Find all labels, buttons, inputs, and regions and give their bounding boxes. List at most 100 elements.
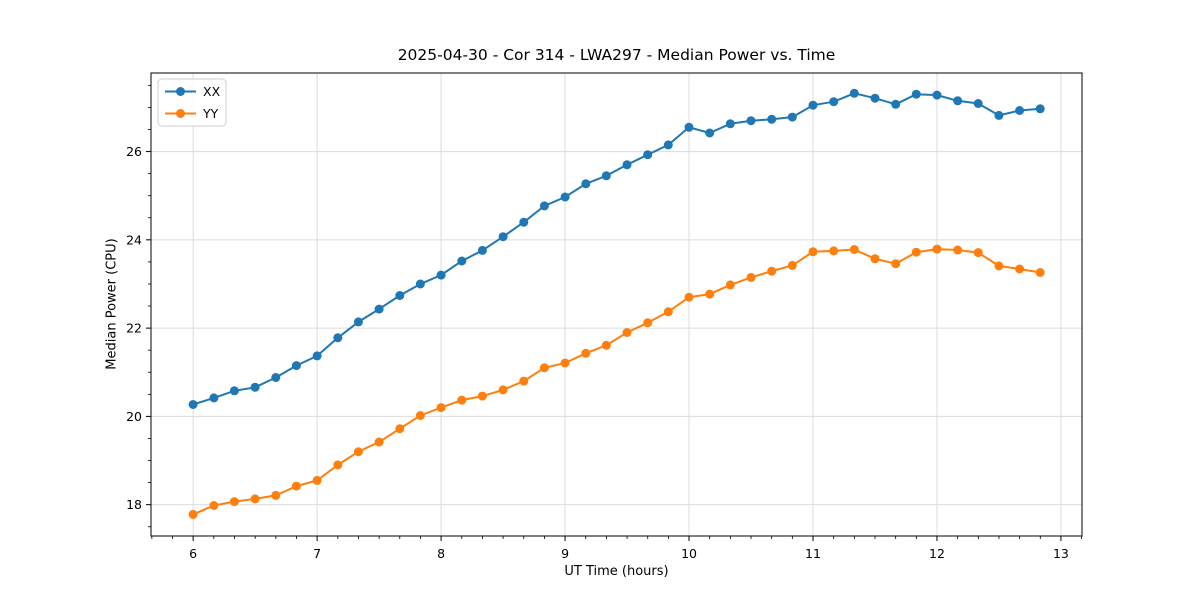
data-point-XX xyxy=(374,304,384,314)
data-point-XX xyxy=(911,89,921,99)
data-point-XX xyxy=(457,256,467,266)
data-point-YY xyxy=(829,246,839,256)
data-point-XX xyxy=(209,393,219,403)
data-point-XX xyxy=(705,128,715,138)
data-point-YY xyxy=(911,247,921,257)
x-tick-label: 6 xyxy=(189,546,197,561)
data-point-YY xyxy=(250,494,260,504)
legend-marker-YY xyxy=(176,109,185,118)
data-point-YY xyxy=(870,254,880,264)
data-point-XX xyxy=(353,317,363,327)
legend-label: XX xyxy=(203,84,221,99)
x-tick-label: 10 xyxy=(681,546,697,561)
data-point-XX xyxy=(953,96,963,106)
data-point-YY xyxy=(705,289,715,299)
data-point-XX xyxy=(581,179,591,189)
data-point-YY xyxy=(519,376,529,386)
data-point-YY xyxy=(271,490,281,500)
data-point-XX xyxy=(1035,104,1045,114)
y-tick-label: 22 xyxy=(126,321,142,336)
data-point-XX xyxy=(250,382,260,392)
data-point-YY xyxy=(436,403,446,413)
data-point-YY xyxy=(767,266,777,276)
data-point-YY xyxy=(994,261,1004,271)
x-axis-label: UT Time (hours) xyxy=(564,564,669,579)
data-point-XX xyxy=(601,171,611,181)
data-point-YY xyxy=(229,497,239,507)
data-point-XX xyxy=(477,245,487,255)
data-point-YY xyxy=(891,259,901,269)
data-point-YY xyxy=(188,509,198,519)
data-point-XX xyxy=(725,119,735,129)
data-point-YY xyxy=(560,358,570,368)
x-tick-label: 8 xyxy=(437,546,445,561)
data-point-XX xyxy=(808,100,818,110)
data-point-YY xyxy=(581,348,591,358)
data-point-YY xyxy=(1035,268,1045,277)
data-point-XX xyxy=(787,112,797,122)
series-line-YY xyxy=(192,248,1041,516)
data-point-XX xyxy=(1015,106,1025,115)
data-point-YY xyxy=(622,328,632,337)
data-point-YY xyxy=(539,363,549,373)
data-point-XX xyxy=(271,373,281,382)
data-point-YY xyxy=(643,318,653,328)
data-point-YY xyxy=(746,272,756,282)
data-point-YY xyxy=(291,481,301,491)
data-point-XX xyxy=(746,116,756,126)
x-tick-label: 7 xyxy=(313,546,321,561)
data-point-YY xyxy=(973,248,983,258)
chart-title: 2025-04-30 - Cor 314 - LWA297 - Median P… xyxy=(397,46,836,64)
y-tick-label: 24 xyxy=(126,232,142,247)
y-tick-label: 20 xyxy=(126,409,142,424)
y-tick-label: 18 xyxy=(126,497,142,512)
data-point-XX xyxy=(312,351,322,361)
data-point-XX xyxy=(767,114,777,124)
data-point-XX xyxy=(643,150,653,160)
data-point-XX xyxy=(684,122,694,132)
data-point-XX xyxy=(188,400,198,409)
legend-marker-XX xyxy=(176,87,185,96)
data-point-YY xyxy=(477,391,487,401)
data-point-YY xyxy=(1015,264,1025,274)
data-point-YY xyxy=(932,244,942,254)
x-tick-label: 13 xyxy=(1053,546,1069,561)
data-point-XX xyxy=(973,99,983,108)
data-point-YY xyxy=(808,247,818,257)
data-point-YY xyxy=(663,307,673,317)
data-point-XX xyxy=(829,97,839,107)
data-point-YY xyxy=(725,280,735,290)
data-point-YY xyxy=(601,340,611,350)
data-point-YY xyxy=(415,411,425,420)
data-point-XX xyxy=(539,201,549,211)
data-point-XX xyxy=(395,291,405,300)
data-point-YY xyxy=(353,447,363,457)
data-point-YY xyxy=(209,501,219,510)
data-point-XX xyxy=(436,270,446,280)
data-point-YY xyxy=(312,475,322,485)
data-point-XX xyxy=(870,93,880,103)
x-tick-label: 11 xyxy=(805,546,821,561)
x-tick-label: 12 xyxy=(929,546,945,561)
data-point-XX xyxy=(622,160,632,170)
data-point-XX xyxy=(849,88,859,98)
data-point-XX xyxy=(560,192,570,202)
data-point-YY xyxy=(333,460,343,470)
axes-spines xyxy=(150,72,1083,537)
data-point-YY xyxy=(787,260,797,270)
y-axis-label: Median Power (CPU) xyxy=(104,238,120,370)
data-point-YY xyxy=(374,437,384,447)
data-point-XX xyxy=(932,90,942,100)
data-point-XX xyxy=(415,279,425,289)
data-point-YY xyxy=(849,245,859,254)
x-tick-label: 9 xyxy=(561,546,569,561)
data-point-YY xyxy=(684,292,694,302)
data-point-XX xyxy=(891,99,901,109)
data-point-YY xyxy=(498,385,508,395)
data-point-YY xyxy=(953,245,963,255)
y-tick-label: 26 xyxy=(126,144,142,159)
data-point-XX xyxy=(498,232,508,242)
data-point-XX xyxy=(663,140,673,150)
